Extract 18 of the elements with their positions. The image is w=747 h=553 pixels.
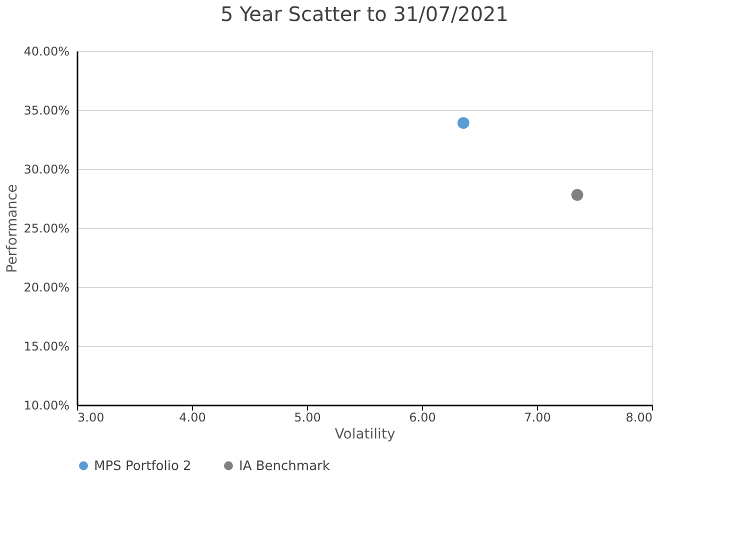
y-tick-label: 20.00% [24, 280, 70, 294]
x-tick-label: 8.00 [626, 410, 652, 424]
legend-label: MPS Portfolio 2 [94, 458, 192, 474]
x-tick-label: 6.00 [409, 410, 436, 424]
legend-label: IA Benchmark [239, 458, 330, 474]
y-tick-label: 15.00% [24, 340, 70, 354]
x-tick-label: 5.00 [294, 410, 321, 424]
x-tick-label: 7.00 [524, 410, 551, 424]
x-tick-label: 4.00 [179, 410, 206, 424]
y-tick-label: 30.00% [24, 162, 70, 176]
y-axis-title: Performance [4, 184, 21, 273]
y-tick-label: 10.00% [24, 398, 70, 412]
x-axis-title: Volatility [334, 426, 396, 442]
x-tick-label: 3.00 [78, 410, 104, 424]
y-tick-label: 35.00% [24, 104, 70, 118]
y-tick-label: 25.00% [24, 222, 70, 236]
chart-title: 5 Year Scatter to 31/07/2021 [220, 2, 509, 26]
y-tick-label: 40.00% [24, 44, 70, 58]
